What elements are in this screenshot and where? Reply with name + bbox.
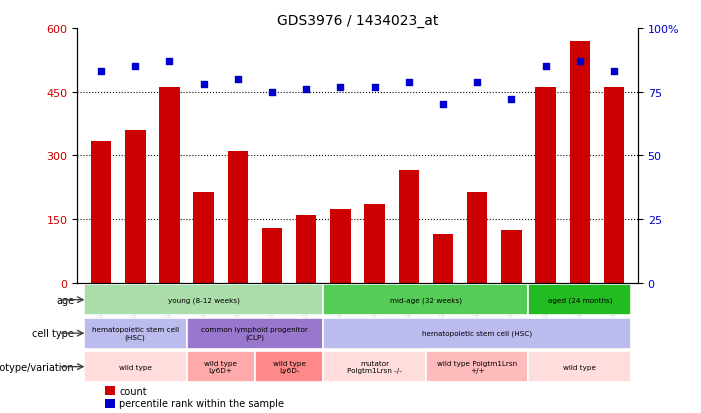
Bar (467, 192, 487, 283)
Text: hematopoietic stem cell
(HSC): hematopoietic stem cell (HSC) (92, 327, 179, 340)
Bar (529, 285, 631, 316)
Bar (84, 318, 186, 349)
Text: percentile rank within the sample: percentile rank within the sample (119, 398, 284, 408)
Bar (323, 351, 426, 382)
Bar (159, 88, 179, 283)
Point (472, 79, 483, 85)
Point (437, 102, 449, 109)
Bar (529, 351, 631, 382)
Point (232, 76, 243, 83)
Text: young (8-12 weeks): young (8-12 weeks) (168, 297, 240, 303)
Text: common lymphoid progenitor
(CLP): common lymphoid progenitor (CLP) (201, 327, 308, 340)
Title: GDS3976 / 1434023_at: GDS3976 / 1434023_at (277, 14, 438, 28)
Bar (569, 42, 590, 283)
Bar (365, 205, 385, 283)
Bar (426, 351, 529, 382)
Bar (84, 351, 186, 382)
Bar (323, 318, 631, 349)
Point (266, 89, 278, 96)
Point (335, 84, 346, 91)
Text: aged (24 months): aged (24 months) (547, 297, 612, 303)
Text: wild type: wild type (118, 364, 151, 370)
Text: wild type Polgtm1Lrsn
+/+: wild type Polgtm1Lrsn +/+ (437, 360, 517, 373)
Point (95, 69, 107, 76)
Bar (105, 386, 115, 395)
Bar (323, 285, 529, 316)
Bar (536, 88, 556, 283)
Bar (186, 318, 323, 349)
Point (574, 59, 585, 65)
Bar (84, 285, 323, 316)
Text: age: age (56, 295, 74, 305)
Point (403, 79, 414, 85)
Point (164, 59, 175, 65)
Bar (604, 88, 624, 283)
Bar (330, 209, 350, 283)
Bar (193, 192, 214, 283)
Point (198, 81, 209, 88)
Bar (125, 131, 146, 283)
Bar (91, 141, 111, 283)
Bar (186, 351, 255, 382)
Bar (296, 216, 316, 283)
Text: wild type: wild type (564, 364, 597, 370)
Bar (399, 171, 419, 283)
Point (301, 87, 312, 93)
Text: wild type
Ly6D+: wild type Ly6D+ (204, 360, 237, 373)
Bar (261, 228, 283, 283)
Text: mid-age (32 weeks): mid-age (32 weeks) (390, 297, 462, 303)
Text: count: count (119, 386, 147, 396)
Text: genotype/variation: genotype/variation (0, 362, 74, 372)
Bar (433, 235, 454, 283)
Point (130, 64, 141, 70)
Text: mutator
Polgtm1Lrsn -/-: mutator Polgtm1Lrsn -/- (347, 360, 402, 373)
Point (540, 64, 551, 70)
Point (506, 97, 517, 103)
Text: cell type: cell type (32, 328, 74, 338)
Bar (228, 152, 248, 283)
Text: hematopoietic stem cell (HSC): hematopoietic stem cell (HSC) (422, 330, 532, 337)
Bar (105, 399, 115, 408)
Text: wild type
Ly6D-: wild type Ly6D- (273, 360, 306, 373)
Point (608, 69, 620, 76)
Bar (501, 230, 522, 283)
Point (369, 84, 380, 91)
Bar (255, 351, 323, 382)
